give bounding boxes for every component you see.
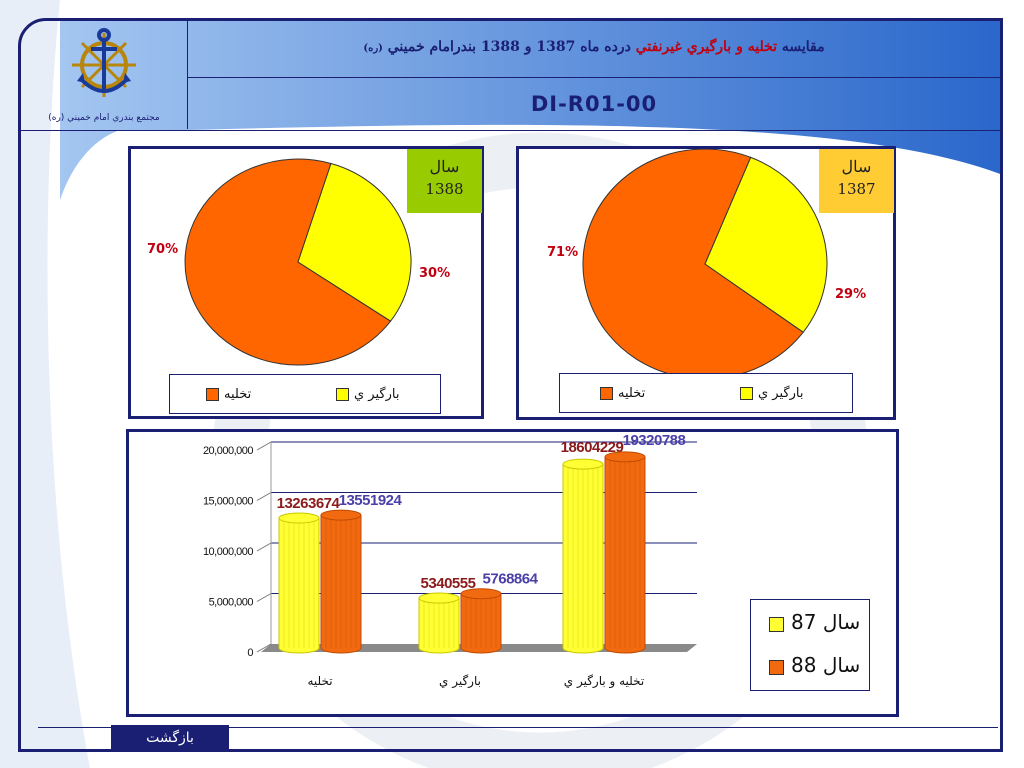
x-category-label: بارگير ي bbox=[439, 674, 481, 689]
header-divider bbox=[21, 130, 1000, 131]
doc-code: DI-R01-00 bbox=[530, 92, 658, 116]
title-part-2: تخليه و بارگيري غيرنفتي bbox=[635, 39, 778, 55]
pie-chart-1387 bbox=[582, 149, 828, 380]
y-tick-label: 15,000,000 bbox=[203, 496, 253, 508]
legend-label-88: 88 سال bbox=[791, 653, 861, 677]
legend-swatch-unload bbox=[206, 388, 219, 401]
title-part-3: درده ماه 1387 و 1388 بندرامام خميني bbox=[387, 39, 631, 55]
bar-88 bbox=[604, 451, 646, 654]
pie-legend-1388: تخليه بارگير ي bbox=[169, 374, 441, 414]
x-category-label: تخليه bbox=[307, 674, 332, 688]
legend-label-87: 87 سال bbox=[791, 610, 861, 634]
bar-88 bbox=[320, 509, 362, 654]
pie-slice-load-1388 bbox=[297, 162, 412, 322]
pie-slice-load-1387 bbox=[704, 156, 828, 333]
bar-87 bbox=[562, 458, 604, 654]
pie-legend-1387: تخليه بارگير ي bbox=[559, 373, 853, 413]
axis-tick-line bbox=[256, 643, 272, 653]
y-tick-label: 20,000,000 bbox=[203, 445, 253, 457]
bar-legend: 87 سال 88 سال bbox=[750, 599, 870, 691]
x-category-label: تخليه و بارگير ي bbox=[564, 674, 645, 689]
logo-caption: مجتمع بندري امام خميني (ره) bbox=[48, 113, 160, 123]
pie-label-load-1387: 29% bbox=[835, 287, 867, 302]
bar-87 bbox=[418, 592, 460, 654]
y-tick-label: 0 bbox=[247, 647, 253, 659]
port-anchor-logo bbox=[72, 28, 136, 97]
data-label: 19320788 bbox=[623, 432, 686, 449]
pie-label-unload-1388: 70% bbox=[147, 242, 179, 257]
title-part-4: (ره) bbox=[363, 43, 383, 54]
pie-label-unload-1387: 71% bbox=[547, 245, 579, 260]
legend-label-unload: تخليه bbox=[224, 387, 252, 402]
data-label: 18604229 bbox=[561, 439, 624, 456]
legend-swatch-unload bbox=[600, 387, 613, 400]
legend-label-load: بارگير ي bbox=[354, 387, 400, 402]
pie-panel-1387: سال 1387 71% 29% تخليه بارگير ي bbox=[516, 146, 896, 420]
legend-swatch-load bbox=[336, 388, 349, 401]
y-tick-label: 5,000,000 bbox=[209, 597, 254, 609]
axis-tick-line bbox=[256, 441, 272, 451]
footer-divider bbox=[38, 727, 998, 728]
bar-87 bbox=[278, 512, 320, 654]
doc-code-row: DI-R01-00 bbox=[188, 78, 1000, 130]
axis-tick-line bbox=[256, 593, 272, 602]
y-tick-label: 10,000,000 bbox=[203, 546, 253, 558]
back-button[interactable]: بازگشت bbox=[111, 725, 229, 751]
page-title: مقايسه تخليه و بارگيري غيرنفتي درده ماه … bbox=[188, 39, 1000, 55]
legend-swatch-88 bbox=[769, 660, 784, 675]
title-row: مقايسه تخليه و بارگيري غيرنفتي درده ماه … bbox=[188, 21, 1000, 78]
pie-panel-1388: سال 1388 70% 30% تخليه بارگير ي bbox=[128, 146, 484, 419]
axis-tick-line bbox=[256, 492, 272, 501]
bar-88 bbox=[460, 588, 502, 654]
pie-slice-unload-1388 bbox=[184, 158, 392, 366]
axis-tick-line bbox=[256, 542, 272, 552]
logo-area: مجتمع بندري امام خميني (ره) bbox=[21, 21, 188, 129]
year-badge-1387: سال 1387 bbox=[819, 149, 894, 213]
data-label: 5768864 bbox=[483, 571, 539, 588]
slide-frame bbox=[18, 18, 1003, 752]
year-badge-1388: سال 1388 bbox=[407, 149, 482, 213]
year-badge-value: 1387 bbox=[837, 180, 876, 198]
year-badge-label: سال bbox=[841, 157, 872, 176]
data-label: 5340555 bbox=[421, 575, 476, 592]
pie-chart-1388 bbox=[184, 158, 412, 366]
title-part-1: مقايسه bbox=[781, 39, 825, 55]
legend-swatch-87 bbox=[769, 617, 784, 632]
legend-label-unload: تخليه bbox=[618, 386, 646, 401]
bar-chart: 0 5,000,000 10,000,000 15,000,000 20,000,000… bbox=[203, 432, 697, 689]
data-label: 13263674 bbox=[277, 495, 341, 512]
legend-label-load: بارگير ي bbox=[758, 386, 804, 401]
data-label: 13551924 bbox=[339, 492, 403, 509]
year-badge-value: 1388 bbox=[425, 180, 464, 198]
pie-label-load-1388: 30% bbox=[419, 266, 451, 281]
year-badge-label: سال bbox=[429, 157, 460, 176]
legend-swatch-load bbox=[740, 387, 753, 400]
